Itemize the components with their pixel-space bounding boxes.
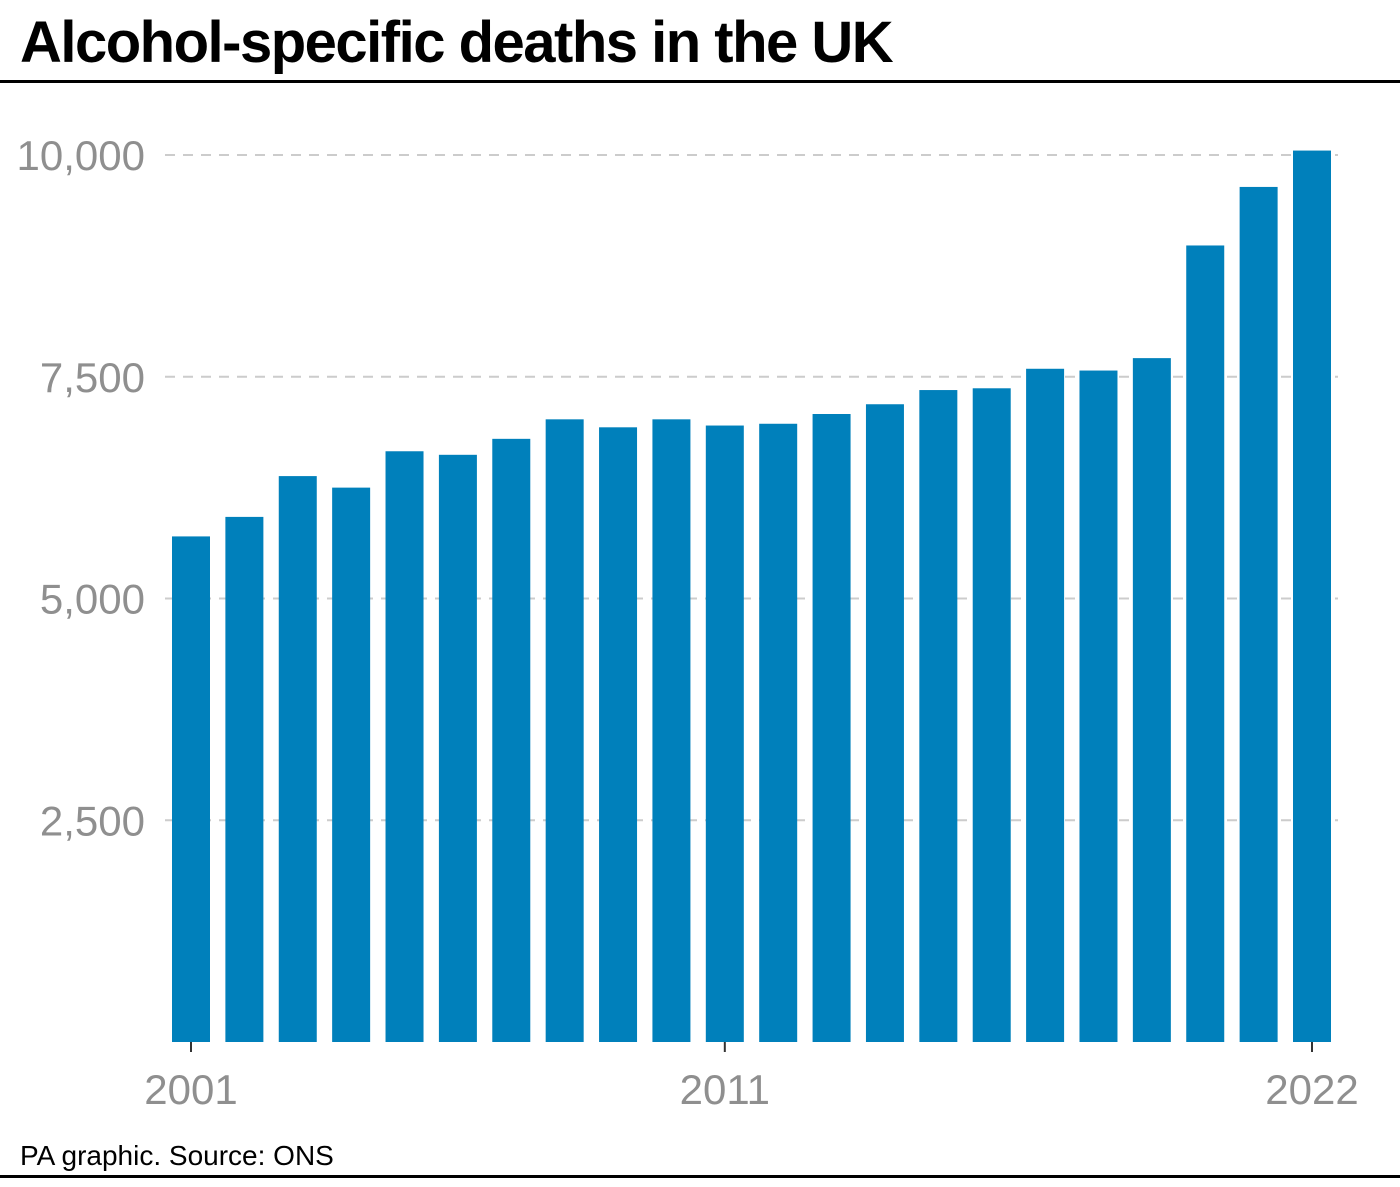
y-tick-label: 10,000 — [17, 132, 145, 179]
bar-2015 — [919, 390, 958, 1042]
source-credit: PA graphic. Source: ONS — [20, 1140, 334, 1171]
bar-2002 — [225, 516, 264, 1042]
bar-2008 — [545, 419, 584, 1042]
y-axis-labels: 2,500 5,000 7,500 10,000 — [17, 132, 145, 844]
title-rule — [0, 80, 1400, 83]
bar-2010 — [652, 419, 691, 1042]
x-tick-label: 2022 — [1265, 1066, 1358, 1113]
bar-2018 — [1079, 370, 1118, 1042]
bar-2020 — [1186, 245, 1225, 1042]
bar-2014 — [865, 404, 904, 1042]
bar-2001 — [172, 536, 210, 1042]
x-axis: 2001 2011 2022 — [144, 1042, 1359, 1113]
bar-2016 — [972, 388, 1011, 1042]
bar-2013 — [812, 414, 851, 1042]
y-tick-label: 5,000 — [40, 576, 145, 623]
bar-2007 — [492, 438, 531, 1043]
footer-rule — [0, 1175, 1400, 1178]
bars — [172, 150, 1331, 1043]
chart-title: Alcohol-specific deaths in the UK — [20, 10, 894, 75]
bar-2017 — [1026, 368, 1065, 1043]
y-tick-label: 7,500 — [40, 354, 145, 401]
bar-2003 — [278, 476, 317, 1042]
bar-chart: 2,500 5,000 7,500 10,000 2001 2011 2022 — [17, 132, 1359, 1113]
bar-2005 — [385, 451, 424, 1042]
bar-2004 — [332, 487, 371, 1042]
x-tick-label: 2001 — [144, 1066, 237, 1113]
y-tick-label: 2,500 — [40, 797, 145, 844]
bar-2019 — [1132, 358, 1171, 1042]
bar-2021 — [1239, 186, 1278, 1042]
bar-2011 — [705, 425, 744, 1042]
bar-2009 — [599, 427, 638, 1043]
x-tick-label: 2011 — [680, 1066, 770, 1113]
bar-2012 — [759, 423, 798, 1042]
bar-2006 — [438, 454, 477, 1042]
bar-2022 — [1293, 150, 1331, 1042]
